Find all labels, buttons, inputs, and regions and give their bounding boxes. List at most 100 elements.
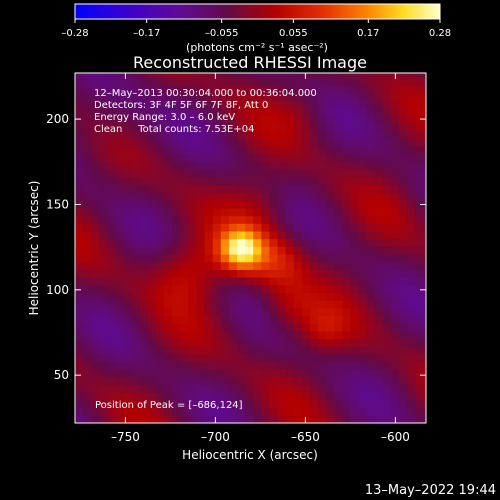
heatmap-cell <box>334 392 343 401</box>
heatmap-cell <box>285 131 295 140</box>
heatmap-cell <box>131 138 141 148</box>
heatmap-cell <box>139 192 149 201</box>
heatmap-cell <box>350 108 360 117</box>
heatmap-cell <box>107 392 117 401</box>
heatmap-cell <box>115 177 125 186</box>
heatmap-cell <box>164 115 173 124</box>
heatmap-cell <box>399 261 408 270</box>
heatmap-cell <box>139 338 149 347</box>
heatmap-cell <box>374 138 384 148</box>
heatmap-cell <box>164 384 173 393</box>
heatmap-cell <box>196 253 206 263</box>
heatmap-cell <box>237 330 246 340</box>
heatmap-cell <box>334 330 343 340</box>
y-tick-label: 50 <box>54 368 69 382</box>
heatmap-cell <box>382 307 392 317</box>
heatmap-cell <box>147 161 157 171</box>
heatmap-cell <box>245 138 254 148</box>
heatmap-cell <box>390 161 400 171</box>
heatmap-cell <box>172 92 181 101</box>
heatmap-cell <box>277 261 287 270</box>
heatmap-cell <box>269 261 279 270</box>
heatmap-cell <box>358 315 368 324</box>
heatmap-cell <box>318 131 327 140</box>
heatmap-cell <box>309 307 319 317</box>
heatmap-cell <box>131 392 141 401</box>
heatmap-cell <box>358 223 368 232</box>
heatmap-cell <box>164 346 173 355</box>
heatmap-cell <box>204 292 214 301</box>
heatmap-cell <box>350 169 360 178</box>
heatmap-cell <box>83 415 92 423</box>
heatmap-cell <box>147 300 157 309</box>
heatmap-cell <box>366 407 376 416</box>
heatmap-cell <box>366 223 376 232</box>
heatmap-cell <box>366 269 376 278</box>
heatmap-cell <box>123 238 133 247</box>
heatmap-cell <box>139 261 149 270</box>
heatmap-cell <box>237 154 246 163</box>
colorbar-tick-label: –0.28 <box>61 28 88 39</box>
heatmap-cell <box>301 277 311 286</box>
heatmap-cell <box>220 169 230 178</box>
heatmap-cell <box>123 115 133 124</box>
heatmap-cell <box>188 376 198 386</box>
heatmap-cell <box>285 246 295 255</box>
heatmap-cell <box>301 369 311 378</box>
heatmap-cell <box>99 300 108 309</box>
heatmap-cell <box>220 338 230 347</box>
heatmap-cell <box>204 369 214 378</box>
heatmap-cell <box>366 108 376 117</box>
heatmap-cell <box>164 238 173 247</box>
heatmap-cell <box>156 146 165 155</box>
heatmap-cell <box>147 84 157 94</box>
heatmap-cell <box>131 353 141 363</box>
heatmap-cell <box>75 115 84 124</box>
heatmap-cell <box>407 200 416 209</box>
heatmap-cell <box>123 384 133 393</box>
heatmap-cell <box>407 177 416 186</box>
heatmap-cell <box>358 230 368 240</box>
heatmap-cell <box>188 123 198 132</box>
heatmap-cell <box>91 361 100 370</box>
heatmap-cell <box>131 307 141 317</box>
heatmap-cell <box>261 399 270 409</box>
heatmap-cell <box>407 123 416 132</box>
heatmap-cell <box>180 92 189 101</box>
heatmap-cell <box>228 392 238 401</box>
heatmap-cell <box>261 261 270 270</box>
heatmap-cell <box>253 307 262 317</box>
heatmap-cell <box>293 100 303 109</box>
heatmap-cell <box>350 177 360 186</box>
heatmap-cell <box>131 92 141 101</box>
heatmap-cell <box>342 399 351 409</box>
heatmap-cell <box>293 73 303 78</box>
heatmap-cell <box>358 261 368 270</box>
heatmap-cell <box>309 323 319 332</box>
heatmap-cell <box>212 169 222 178</box>
heatmap-cell <box>326 292 335 301</box>
heatmap-cell <box>107 338 117 347</box>
heatmap-cell <box>83 200 92 209</box>
heatmap-cell <box>237 261 246 270</box>
heatmap-cell <box>172 138 181 148</box>
heatmap-cell <box>196 330 206 340</box>
heatmap-cell <box>350 115 360 124</box>
heatmap-cell <box>390 230 400 240</box>
heatmap-cell <box>91 73 100 78</box>
heatmap-cell <box>293 238 303 247</box>
heatmap-cell <box>423 207 426 217</box>
heatmap-cell <box>358 131 368 140</box>
heatmap-cell <box>245 207 254 217</box>
heatmap-cell <box>188 223 198 232</box>
heatmap-cell <box>293 77 303 86</box>
heatmap-cell <box>172 246 181 255</box>
heatmap-cell <box>83 223 92 232</box>
heatmap-cell <box>139 223 149 232</box>
heatmap-cell <box>131 230 141 240</box>
heatmap-cell <box>423 100 426 109</box>
heatmap-cell <box>309 123 319 132</box>
heatmap-cell <box>115 284 125 293</box>
heatmap-cell <box>318 269 327 278</box>
